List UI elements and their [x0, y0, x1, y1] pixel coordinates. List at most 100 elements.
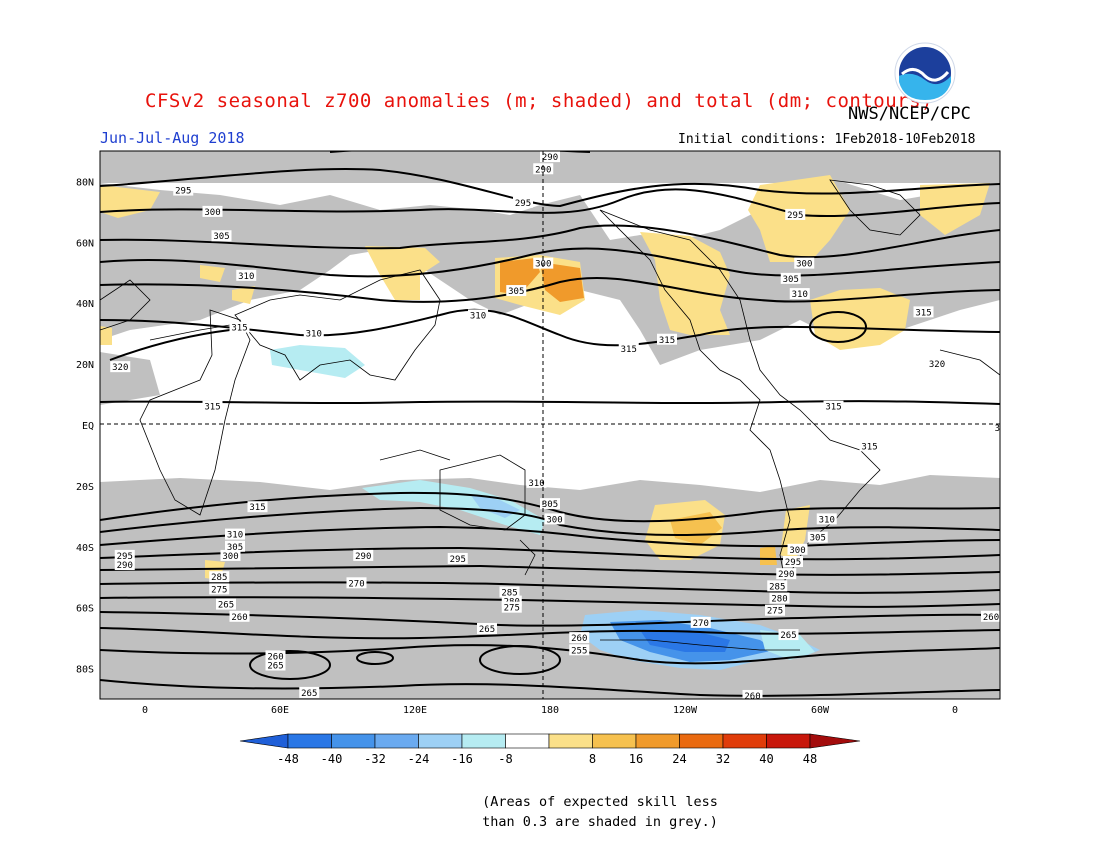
- contour-label-bg: [765, 604, 785, 616]
- contour-label-bg: [265, 650, 286, 662]
- contour-label: 310: [306, 330, 322, 340]
- contour-label-bg: [859, 440, 880, 452]
- colorbar-cell: [331, 733, 376, 749]
- lat-label: 40S: [76, 543, 94, 554]
- contour-label: 315: [861, 442, 877, 452]
- agency-label: NWS/NCEP/CPC: [848, 104, 971, 124]
- contour-label-bg: [447, 552, 468, 564]
- contour-label: 265: [780, 631, 796, 641]
- colorbar-tick-label: 8: [589, 752, 596, 766]
- lat-label: 20S: [76, 482, 94, 493]
- contour-label-bg: [220, 549, 241, 561]
- contour-label-bg: [783, 556, 803, 567]
- colorbar-arrow-low: [239, 733, 289, 749]
- colorbar-cell: [287, 733, 332, 749]
- height-contours: [100, 151, 1000, 697]
- contour-label-bg: [506, 285, 527, 297]
- contour-label-bg: [353, 549, 374, 561]
- contour-label: 290: [535, 165, 551, 175]
- colorbar-tick-label: -24: [408, 752, 430, 766]
- colorbar-tick-label: -48: [277, 752, 299, 766]
- colorbar-cell: [374, 733, 419, 749]
- contour-label-bg: [299, 686, 320, 698]
- contour-label-bg: [816, 513, 837, 525]
- colorbar-tick-label: 16: [629, 752, 643, 766]
- colorbar-cell: [548, 733, 593, 749]
- contour-label-bg: [990, 422, 1000, 434]
- colorbar-tick-label: -8: [498, 752, 512, 766]
- lon-label: 60E: [271, 705, 289, 716]
- contour-label: 31: [995, 424, 1006, 434]
- contour-label-bg: [544, 513, 565, 525]
- lon-label: 180: [541, 705, 559, 716]
- contour-label-bg: [776, 568, 797, 580]
- contour-label-bg: [499, 586, 520, 598]
- footnote-line-1: (Areas of expected skill less: [482, 794, 718, 810]
- contour-label-bg: [114, 549, 135, 561]
- contour-label-layer: 2902902953003053103153203153103102953003…: [110, 151, 1006, 702]
- contour-label: 285: [211, 573, 227, 583]
- contour-label-bg: [807, 531, 828, 543]
- contour-label: 265: [267, 662, 283, 672]
- lon-label: 0: [142, 705, 148, 716]
- contour-label-bg: [913, 306, 934, 318]
- contour-label: 320: [112, 363, 128, 373]
- contour-label-bg: [618, 342, 639, 354]
- contour-label-bg: [780, 272, 801, 284]
- colorbar-cell: [461, 733, 506, 749]
- contour-label: 315: [204, 403, 220, 413]
- colorbar-cell: [418, 733, 463, 749]
- colorbar-tick-label: 32: [716, 752, 730, 766]
- contour-label: 290: [778, 570, 794, 580]
- contour-label: 310: [227, 531, 243, 541]
- contour-label-bg: [794, 257, 815, 269]
- footnote-line-2: than 0.3 are shaded in grey.): [482, 814, 718, 830]
- contour-label-bg: [202, 400, 223, 412]
- colorbar-tick-label: -16: [451, 752, 473, 766]
- contour-label: 315: [249, 503, 265, 513]
- contour-label-bg: [247, 501, 268, 513]
- contour-label-bg: [501, 601, 522, 613]
- contour-label: 300: [546, 515, 562, 525]
- lat-label: 60S: [76, 604, 94, 615]
- contour-label: 310: [792, 290, 808, 300]
- colorbar-tick-label: 48: [803, 752, 817, 766]
- contour-label: 305: [542, 500, 558, 510]
- contour-label: 300: [796, 260, 812, 270]
- contour-label-bg: [742, 689, 763, 699]
- lon-label: 120E: [403, 705, 427, 716]
- contour-label-bg: [303, 327, 324, 339]
- contour-label: 305: [227, 543, 243, 553]
- colorbar-tick-label: -32: [364, 752, 386, 766]
- lat-label: EQ: [82, 421, 94, 432]
- contour-label-bg: [513, 196, 533, 208]
- initial-conditions-label: Initial conditions: 1Feb2018-10Feb2018: [678, 132, 976, 147]
- contour-label: 300: [204, 208, 220, 218]
- contour-label-bg: [209, 571, 230, 583]
- contour-label: 310: [238, 272, 254, 282]
- contour-label-bg: [823, 400, 844, 412]
- contour-label: 260: [231, 613, 247, 623]
- contour-label: 315: [659, 336, 675, 346]
- colorbar-cell: [679, 733, 724, 749]
- contour-label: 300: [222, 552, 238, 562]
- contour-label: 310: [470, 311, 486, 321]
- contour-label-bg: [927, 358, 947, 370]
- lon-label: 60W: [811, 705, 830, 716]
- contour-label-bg: [225, 540, 245, 552]
- contour-label-bg: [225, 528, 245, 540]
- contour-label: 260: [744, 692, 760, 702]
- map-title: CFSv2 seasonal z700 anomalies (m; shaded…: [145, 90, 933, 112]
- contour-label-bg: [501, 595, 522, 607]
- contour-label: 315: [915, 308, 931, 318]
- contour-label: 305: [783, 275, 799, 285]
- contour-label-bg: [211, 230, 232, 242]
- contour-label-bg: [787, 543, 808, 555]
- contour-label: 295: [175, 187, 191, 197]
- colorbar-tick-label: 24: [672, 752, 686, 766]
- contour-label-bg: [789, 288, 810, 300]
- lat-label: 40N: [76, 299, 94, 310]
- contour-label: 265: [479, 625, 495, 635]
- contour-label-bg: [202, 205, 223, 217]
